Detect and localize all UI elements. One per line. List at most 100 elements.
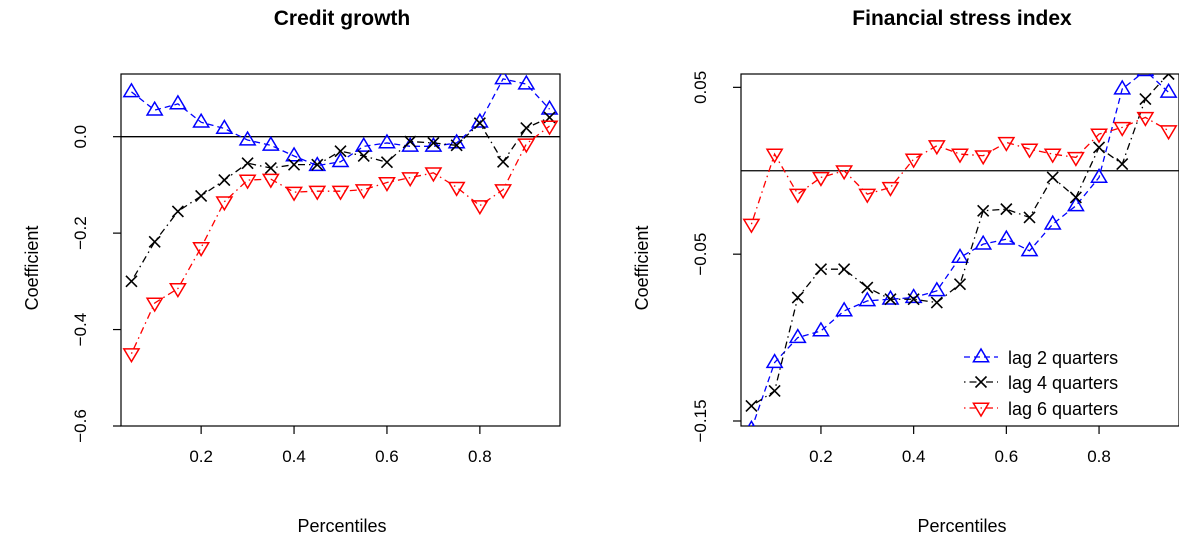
- cross-marker: [974, 375, 988, 389]
- triangle-down-marker: [812, 171, 830, 187]
- triangle-up-marker: [972, 347, 990, 363]
- cross-marker: [930, 296, 943, 309]
- triangle-up-marker: [858, 291, 877, 307]
- cross-marker: [745, 399, 758, 413]
- legend-key: [964, 347, 998, 363]
- triangle-down-marker: [927, 140, 946, 156]
- triangle-down-marker: [215, 196, 234, 212]
- triangle-up-marker: [765, 353, 784, 369]
- y-tick-label: −0.15: [691, 399, 710, 442]
- triangle-up-marker: [470, 112, 489, 128]
- triangle-down-marker: [974, 150, 993, 166]
- triangle-up-marker: [835, 301, 854, 317]
- cross-marker: [907, 293, 920, 306]
- triangle-down-marker: [1159, 125, 1178, 141]
- cross-marker: [125, 275, 138, 288]
- triangle-up-marker: [1020, 241, 1039, 257]
- cross-marker: [171, 205, 184, 218]
- cross-marker: [1023, 211, 1036, 224]
- triangle-up-marker: [881, 289, 900, 305]
- cross-marker: [427, 136, 440, 150]
- cross-marker: [241, 157, 254, 170]
- cross-marker: [404, 135, 417, 148]
- cross-marker: [473, 117, 486, 130]
- cross-marker: [520, 121, 533, 135]
- triangle-up-marker: [378, 133, 396, 149]
- series: [122, 74, 559, 172]
- triangle-down-marker: [1136, 111, 1155, 127]
- triangle-up-marker: [308, 156, 327, 172]
- triangle-down-marker: [238, 174, 257, 190]
- cross-marker: [195, 189, 208, 203]
- x-tick-label: 0.6: [995, 447, 1019, 466]
- triangle-up-marker: [1159, 82, 1178, 98]
- series-line: [751, 74, 1170, 426]
- plot-frame: [120, 73, 561, 427]
- triangle-up-marker: [215, 119, 234, 135]
- cross-marker: [450, 139, 463, 152]
- x-tick-label: 0.2: [189, 447, 213, 466]
- plot-area: 0.2 0.4 0.6 0.8 −0.15 −0.05 0.05: [691, 71, 1179, 466]
- x-axis-label: Percentiles: [297, 516, 386, 536]
- triangle-down-marker: [972, 402, 990, 418]
- triangle-up-marker: [331, 152, 350, 168]
- triangle-up-marker: [1043, 214, 1062, 230]
- triangle-up-marker: [168, 94, 187, 110]
- triangle-up-marker: [1066, 196, 1085, 212]
- legend: lag 2 quarters lag 4 quarters lag 6 quar…: [964, 347, 1118, 419]
- triangle-down-marker: [401, 172, 420, 188]
- cross-marker: [814, 263, 828, 276]
- triangle-down-marker: [308, 185, 327, 201]
- triangle-up-marker: [122, 82, 141, 98]
- triangle-down-marker: [447, 181, 466, 197]
- cross-marker: [884, 293, 897, 306]
- triangle-down-marker: [122, 348, 141, 364]
- triangle-up-marker: [354, 136, 373, 152]
- triangle-down-marker: [354, 184, 373, 200]
- cross-marker: [791, 291, 804, 304]
- legend-label: lag 6 quarters: [1008, 399, 1118, 419]
- triangle-down-marker: [470, 200, 489, 216]
- triangle-up-marker: [494, 74, 513, 85]
- legend-key: [964, 402, 998, 418]
- triangle-up-marker: [997, 229, 1016, 245]
- triangle-up-marker: [1090, 167, 1108, 183]
- triangle-up-marker: [517, 74, 536, 90]
- triangle-down-marker: [424, 167, 443, 183]
- cross-marker: [953, 278, 967, 291]
- triangle-up-marker: [812, 321, 830, 337]
- y-axis-label: Coefficient: [632, 226, 652, 311]
- triangle-down-marker: [540, 120, 559, 136]
- cross-marker: [264, 161, 277, 175]
- series: [745, 74, 1175, 413]
- triangle-down-marker: [517, 138, 536, 154]
- cross-marker: [977, 204, 990, 217]
- triangle-up-marker: [261, 135, 280, 151]
- y-axis-label: Coefficient: [22, 226, 42, 311]
- triangle-down-marker: [881, 181, 900, 197]
- x-tick-label: 0.6: [375, 447, 399, 466]
- legend-key: [964, 375, 998, 389]
- series: [125, 111, 556, 288]
- y-tick-label: −0.05: [691, 233, 710, 276]
- y-tick-label: 0.0: [71, 125, 90, 149]
- series-line: [750, 116, 1169, 225]
- triangle-up-marker: [192, 112, 211, 128]
- cross-marker: [1116, 158, 1129, 171]
- legend-item: lag 6 quarters: [964, 399, 1118, 419]
- series-layer: [741, 74, 1179, 426]
- chart-title: Credit growth: [274, 7, 411, 30]
- cross-marker: [838, 263, 851, 276]
- triangle-up-marker: [1136, 74, 1155, 77]
- x-tick-label: 0.8: [468, 447, 492, 466]
- x-tick-label: 0.2: [809, 447, 833, 466]
- triangle-down-marker: [1020, 143, 1039, 159]
- cross-marker: [380, 156, 394, 169]
- triangle-up-marker: [974, 234, 993, 250]
- x-axis-label: Percentiles: [917, 516, 1006, 536]
- financial-stress-index-chart: Financial stress index Percentiles Coeff…: [632, 7, 1179, 536]
- triangle-up-marker: [951, 248, 969, 264]
- cross-marker: [334, 145, 347, 158]
- y-tick-label: −0.2: [71, 216, 90, 250]
